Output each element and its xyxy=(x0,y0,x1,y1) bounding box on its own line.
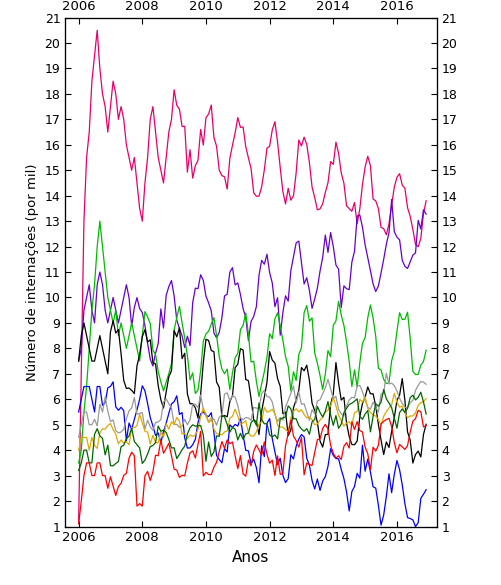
Y-axis label: Número de internações (por mil): Número de internações (por mil) xyxy=(26,163,39,381)
X-axis label: Anos: Anos xyxy=(232,550,269,565)
